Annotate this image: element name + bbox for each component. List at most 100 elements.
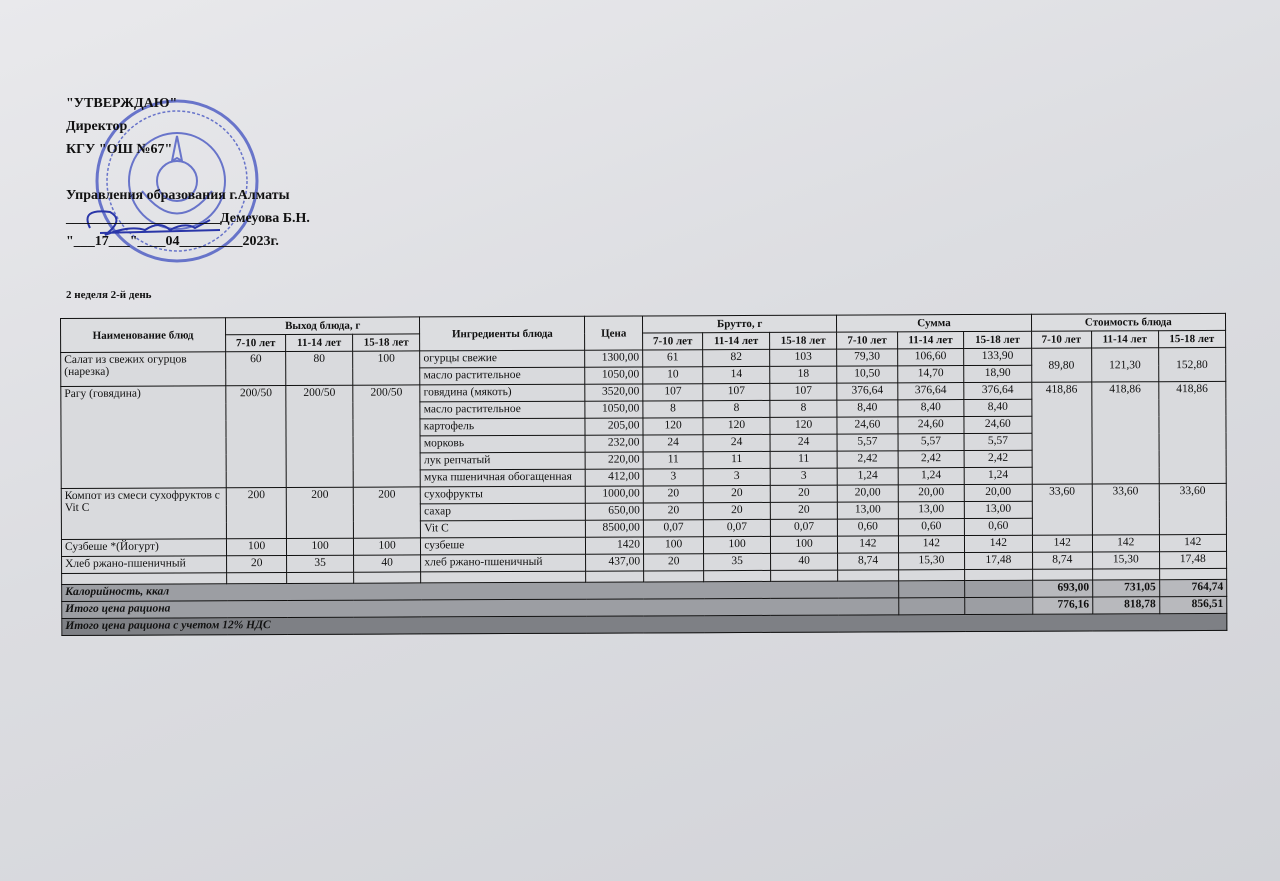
ingredient-sum: 8,40 <box>837 399 898 418</box>
ingredient-brutto: 0,07 <box>643 519 704 537</box>
total-value: 818,78 <box>1092 596 1160 614</box>
week-day-label: 2 неделя 2-й день <box>66 289 152 301</box>
dish-output: 40 <box>353 554 421 573</box>
header-cost: Стоимость блюда <box>1031 313 1226 332</box>
approval-heading: "УТВЕРЖДАЮ" <box>66 96 178 111</box>
ingredient-sum: 13,00 <box>964 501 1032 519</box>
ingredient-brutto: 8 <box>703 400 770 418</box>
ingredient-name: лук репчатый <box>420 452 586 470</box>
header-age: 15-18 лет <box>1158 330 1226 348</box>
dish-cost: 152,80 <box>1158 347 1226 382</box>
dish-cost: 142 <box>1092 534 1160 552</box>
dish-cost: 121,30 <box>1091 347 1159 382</box>
header-age: 11-14 лет <box>897 331 964 349</box>
ingredient-brutto: 10 <box>642 366 704 384</box>
ingredient-brutto: 20 <box>770 485 838 503</box>
total-value: 731,05 <box>1092 579 1160 597</box>
ingredient-name: сахар <box>420 503 586 521</box>
ingredient-sum: 106,60 <box>897 348 964 366</box>
empty-cell <box>643 570 704 582</box>
approval-date: "___17___"____04_________2023г. <box>66 234 279 249</box>
ingredient-sum: 18,90 <box>963 365 1032 383</box>
dish-cost: 142 <box>1158 534 1227 552</box>
ingredient-sum: 14,70 <box>897 365 964 383</box>
dish-output: 200 <box>286 487 354 539</box>
ingredient-name: морковь <box>420 435 586 453</box>
header-dish: Наименование блюд <box>60 317 226 353</box>
empty-cell <box>898 597 965 615</box>
ingredient-sum: 20,00 <box>964 484 1032 502</box>
ingredient-sum: 79,30 <box>836 348 898 367</box>
dish-output: 20 <box>226 555 287 573</box>
empty-cell <box>286 572 354 584</box>
ingredient-sum: 5,57 <box>897 433 965 451</box>
ingredient-brutto: 100 <box>770 536 838 554</box>
header-output: Выход блюда, г <box>225 316 420 335</box>
ingredient-price: 232,00 <box>585 434 644 453</box>
header-age: 7-10 лет <box>1031 330 1092 349</box>
ingredient-sum: 1,24 <box>897 467 965 485</box>
approval-department: Управления образования г.Алматы <box>66 188 290 203</box>
ingredient-brutto: 18 <box>769 366 838 384</box>
ingredient-price: 1000,00 <box>585 485 644 504</box>
ingredient-name: Vit C <box>420 520 586 538</box>
ingredient-brutto: 3 <box>703 468 771 486</box>
ingredient-sum: 1,24 <box>837 467 898 486</box>
ingredient-sum: 133,90 <box>963 348 1032 366</box>
ingredient-brutto: 14 <box>702 366 770 384</box>
empty-cell <box>898 580 965 598</box>
ingredient-brutto: 11 <box>769 451 838 469</box>
dish-cost: 418,86 <box>1031 381 1093 485</box>
header-age: 7-10 лет <box>225 334 286 352</box>
ingredient-brutto: 11 <box>643 451 704 469</box>
ingredient-price: 8500,00 <box>585 519 644 538</box>
ingredient-brutto: 120 <box>642 417 704 435</box>
dish-output: 60 <box>225 351 287 386</box>
dish-output: 35 <box>286 555 354 573</box>
ingredient-brutto: 107 <box>642 383 704 401</box>
dish-output: 200/50 <box>225 385 287 488</box>
dish-cost: 8,74 <box>1032 551 1093 570</box>
ingredient-brutto: 100 <box>643 536 704 554</box>
ingredient-brutto: 20 <box>643 485 704 503</box>
total-value: 693,00 <box>1032 579 1093 598</box>
dish-cost: 33,60 <box>1092 483 1159 535</box>
ingredient-price: 1420 <box>585 536 644 555</box>
dish-cost: 418,86 <box>1091 381 1159 484</box>
ingredient-sum: 10,50 <box>837 365 898 384</box>
header-age: 7-10 лет <box>642 332 703 350</box>
ingredient-sum: 24,60 <box>837 416 898 435</box>
ingredient-brutto: 0,07 <box>770 519 838 537</box>
ingredient-brutto: 3 <box>643 468 704 486</box>
dish-cost: 15,30 <box>1092 551 1160 569</box>
dish-cost: 142 <box>1032 534 1093 553</box>
ingredient-name: сузбеше <box>420 537 586 555</box>
ingredient-sum: 8,40 <box>897 399 965 417</box>
empty-cell <box>585 570 644 583</box>
ingredient-sum: 2,42 <box>897 450 965 468</box>
empty-cell <box>420 571 586 583</box>
empty-cell <box>353 571 421 584</box>
header-price: Цена <box>584 315 643 351</box>
dish-output: 200/50 <box>286 385 354 488</box>
ingredient-price: 205,00 <box>585 417 644 436</box>
header-age: 11-14 лет <box>1091 330 1159 348</box>
ingredient-sum: 15,30 <box>898 552 965 570</box>
empty-cell <box>964 580 1033 598</box>
ingredient-sum: 0,60 <box>897 518 965 536</box>
empty-cell <box>837 569 899 582</box>
header-ingredients: Ингредиенты блюда <box>419 316 585 351</box>
dish-name: Компот из смеси сухофруктов с Vit C <box>61 487 227 540</box>
header-sum: Сумма <box>836 314 1032 333</box>
header-age: 11-14 лет <box>702 332 770 350</box>
ingredient-price: 1050,00 <box>585 400 643 419</box>
empty-cell <box>964 597 1033 615</box>
ingredient-brutto: 24 <box>643 434 704 452</box>
ingredient-sum: 5,57 <box>964 433 1032 451</box>
ingredient-name: огурцы свежие <box>419 350 586 368</box>
ingredient-sum: 1,24 <box>964 467 1032 485</box>
ingredient-name: сухофрукты <box>420 486 586 504</box>
ingredient-name: масло растительное <box>420 401 586 419</box>
dish-name: Хлеб ржано-пшеничный <box>61 555 227 574</box>
ingredient-sum: 0,60 <box>837 518 899 537</box>
